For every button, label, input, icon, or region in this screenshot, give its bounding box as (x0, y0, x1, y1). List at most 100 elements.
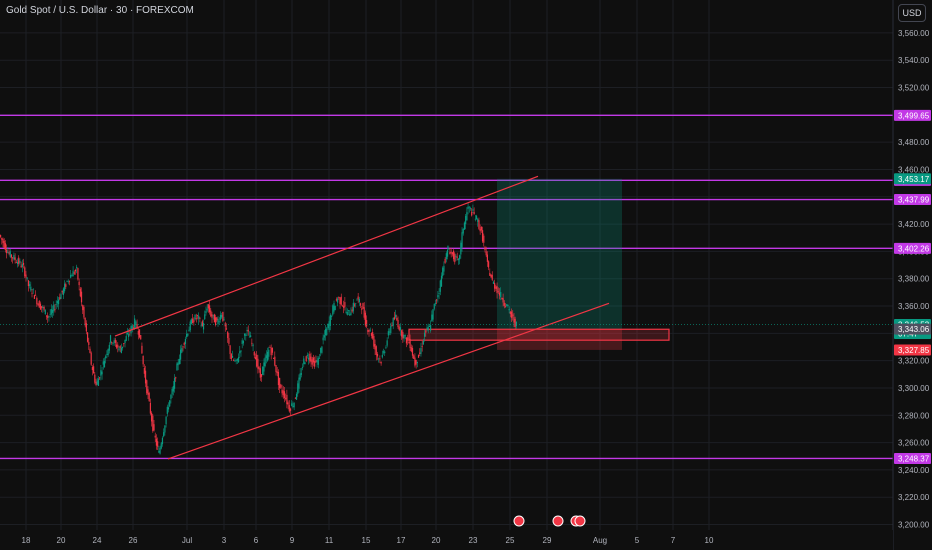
x-tick-label: 24 (93, 536, 102, 545)
candle-body (102, 361, 104, 365)
candle-body (472, 209, 474, 211)
candle-body (240, 350, 242, 352)
candle-body (239, 351, 241, 354)
candle-body (275, 365, 277, 372)
candle-body (448, 248, 450, 250)
candle-body (362, 303, 364, 309)
candle-body (44, 309, 46, 315)
x-tick-label: 3 (222, 536, 227, 545)
candle-body (237, 357, 240, 363)
candle-body (416, 361, 418, 364)
candle-body (54, 309, 56, 311)
candle-body (460, 242, 462, 255)
candle-body (22, 262, 25, 265)
candle-body (279, 377, 281, 389)
symbol-title[interactable]: Gold Spot / U.S. Dollar · 30 · FOREXCOM (6, 5, 194, 16)
candle-body (513, 316, 515, 323)
candle-body (265, 355, 267, 359)
candle-body (15, 262, 17, 264)
candle-body (45, 315, 48, 317)
candle-body (216, 317, 218, 321)
candle-body (230, 354, 232, 360)
y-tick-label: 3,280.00 (898, 411, 930, 420)
candle-body (182, 346, 184, 348)
candle-body (252, 344, 254, 347)
candle-body (4, 243, 7, 250)
candle-body (369, 329, 371, 331)
y-tick-label: 3,200.00 (898, 521, 930, 530)
candle-body (172, 385, 174, 392)
candle-body (306, 355, 309, 357)
candle-body (228, 338, 230, 344)
candle-body (444, 258, 446, 263)
candle-body (473, 211, 475, 215)
candle-body (431, 314, 433, 322)
candle-body (501, 297, 503, 300)
candle-body (353, 304, 356, 306)
candle-body (479, 228, 481, 232)
candle-body (85, 323, 87, 332)
candle-body (38, 300, 40, 308)
candle-body (475, 215, 478, 220)
candle-body (254, 357, 257, 360)
candle-body (491, 274, 493, 280)
candle-body (67, 281, 69, 283)
candle-body (436, 299, 438, 301)
event-flag-icon (513, 515, 525, 527)
y-tick-label: 3,480.00 (898, 138, 930, 147)
candle-body (189, 321, 191, 331)
candle-body (66, 280, 68, 282)
candle-body (16, 262, 19, 265)
candle-body (124, 339, 126, 344)
y-tick-label: 3,220.00 (898, 493, 930, 502)
candle-body (259, 368, 261, 378)
level-price-tag-text: 3,248.37 (898, 454, 930, 463)
candle-body (258, 367, 260, 370)
candle-body (459, 255, 461, 260)
candle-body (490, 274, 492, 278)
candle-body (147, 389, 149, 395)
candle-body (43, 306, 45, 310)
candle-body (269, 347, 271, 349)
candle-body (106, 354, 108, 355)
candle-body (123, 343, 125, 345)
candle-body (335, 299, 338, 301)
candle-body (142, 355, 144, 365)
currency-button[interactable]: USD (898, 4, 926, 22)
candle-body (263, 362, 265, 372)
candle-body (244, 333, 246, 336)
chart-grid (0, 0, 893, 530)
y-tick-label: 3,420.00 (898, 220, 930, 229)
candle-body (57, 299, 60, 305)
candle-body (443, 265, 445, 272)
price-tag-text: 3,343.06 (898, 325, 930, 334)
economic-events (513, 515, 586, 527)
x-tick-label: 17 (397, 536, 406, 545)
candle-body (248, 336, 251, 338)
candle-body (138, 329, 141, 338)
candle-body (352, 302, 354, 312)
level-price-tag (894, 242, 931, 254)
candle-body (82, 305, 84, 311)
candle-body (165, 416, 167, 425)
candle-body (384, 351, 386, 354)
candle-body (477, 219, 479, 222)
candle-body (322, 337, 324, 341)
candle-body (213, 314, 216, 323)
candle-body (270, 347, 272, 356)
candle-body (215, 317, 217, 325)
candle-body (55, 304, 57, 306)
event-flag-icon (552, 515, 564, 527)
candle-body (386, 340, 388, 346)
y-tick-label: 3,560.00 (898, 29, 930, 38)
candle-body (337, 298, 339, 303)
candle-body (317, 358, 319, 365)
candle-body (88, 341, 90, 345)
candle-body (192, 318, 194, 324)
candle-body (497, 291, 499, 293)
candle-body (438, 293, 440, 294)
candle-body (9, 251, 11, 257)
candle-body (33, 295, 36, 299)
candle-body (204, 314, 206, 320)
